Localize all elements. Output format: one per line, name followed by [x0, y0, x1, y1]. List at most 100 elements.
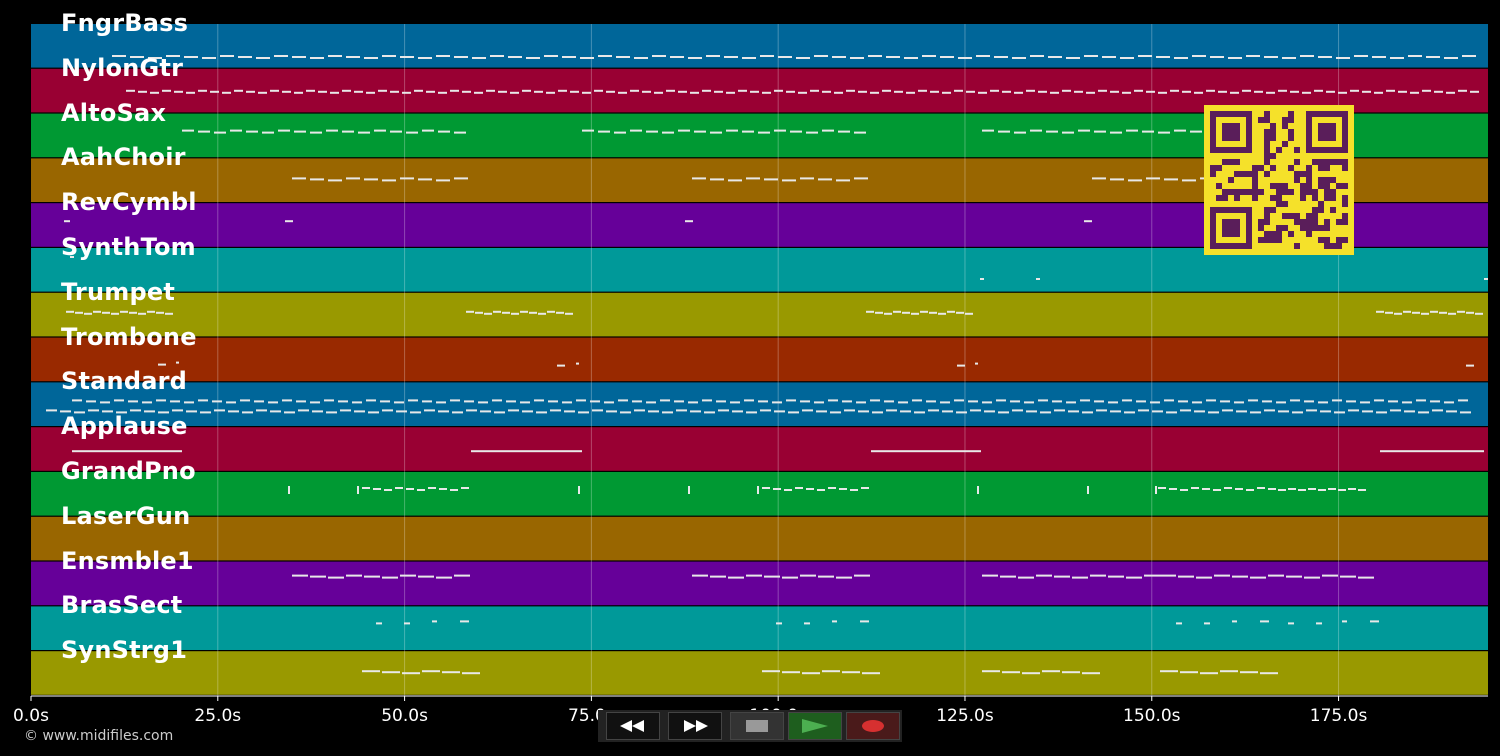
note — [1390, 57, 1404, 59]
note — [442, 671, 460, 674]
track-lane — [31, 561, 1488, 606]
note — [418, 57, 432, 59]
note — [886, 409, 897, 412]
note — [957, 364, 965, 367]
note — [1146, 90, 1155, 93]
note — [947, 310, 955, 313]
note — [728, 179, 742, 182]
record-button[interactable] — [846, 712, 900, 740]
time-tick-label: 0.0s — [13, 706, 49, 726]
note — [198, 130, 210, 133]
note — [1314, 89, 1323, 92]
track-lane — [31, 337, 1488, 382]
note — [578, 486, 580, 494]
note — [832, 620, 837, 623]
note — [522, 410, 533, 413]
play-button[interactable] — [788, 712, 842, 740]
note — [980, 278, 984, 280]
note — [1318, 56, 1332, 58]
note — [382, 576, 398, 579]
note — [1362, 90, 1371, 93]
note — [278, 129, 290, 132]
note — [576, 399, 586, 402]
note — [800, 574, 816, 577]
note — [1180, 671, 1198, 674]
note — [346, 56, 360, 58]
note — [1108, 401, 1118, 404]
note — [138, 90, 147, 93]
note — [850, 57, 864, 59]
note — [1300, 55, 1314, 57]
note — [1174, 57, 1188, 59]
note — [1316, 622, 1322, 625]
note — [702, 89, 711, 92]
note — [1094, 400, 1104, 403]
note — [1090, 574, 1106, 577]
note — [1110, 410, 1121, 413]
note — [346, 177, 360, 180]
note — [1150, 401, 1160, 404]
note — [814, 401, 824, 404]
note — [1068, 410, 1079, 413]
note — [1288, 622, 1294, 625]
note — [406, 131, 418, 134]
note — [1404, 410, 1415, 413]
note — [1192, 401, 1202, 404]
note — [564, 410, 575, 413]
note — [200, 411, 211, 414]
note — [93, 310, 101, 313]
note — [1232, 620, 1237, 623]
note — [678, 90, 687, 93]
rewind-button[interactable] — [606, 712, 660, 740]
note — [862, 672, 880, 675]
note — [570, 90, 579, 93]
note — [454, 56, 468, 58]
note — [818, 575, 834, 578]
rewind-icon — [620, 720, 644, 732]
note — [1322, 574, 1338, 577]
note — [1403, 310, 1411, 313]
time-tick-label: 125.0s — [936, 706, 994, 726]
track-lane — [31, 248, 1488, 292]
note — [920, 310, 928, 313]
note — [150, 91, 159, 94]
note — [1444, 401, 1454, 404]
note — [288, 486, 290, 494]
note — [1260, 620, 1269, 623]
note — [582, 129, 594, 132]
note — [630, 129, 642, 132]
note — [998, 130, 1010, 133]
note — [710, 178, 724, 181]
note — [352, 401, 362, 404]
note — [1120, 57, 1134, 59]
note — [1134, 89, 1143, 92]
note — [338, 400, 348, 403]
note — [1426, 56, 1440, 58]
note — [1346, 400, 1356, 403]
note — [1222, 409, 1233, 412]
note — [102, 410, 113, 413]
note — [1282, 57, 1296, 59]
note — [1206, 399, 1216, 402]
note — [884, 400, 894, 403]
note — [1235, 488, 1243, 490]
note — [975, 362, 978, 365]
note — [562, 56, 576, 58]
note — [484, 312, 492, 315]
note — [1264, 409, 1275, 412]
note — [730, 401, 740, 404]
note — [46, 409, 57, 412]
note — [366, 91, 375, 94]
note — [1178, 400, 1188, 403]
note — [911, 312, 919, 315]
note — [1458, 89, 1467, 92]
fast-forward-button[interactable] — [668, 712, 722, 740]
note — [520, 310, 528, 313]
note — [1304, 400, 1314, 403]
stop-button[interactable] — [730, 712, 784, 740]
note — [1096, 409, 1107, 412]
note — [88, 409, 99, 412]
note — [1448, 312, 1456, 315]
note — [1160, 670, 1178, 673]
note — [438, 410, 449, 413]
